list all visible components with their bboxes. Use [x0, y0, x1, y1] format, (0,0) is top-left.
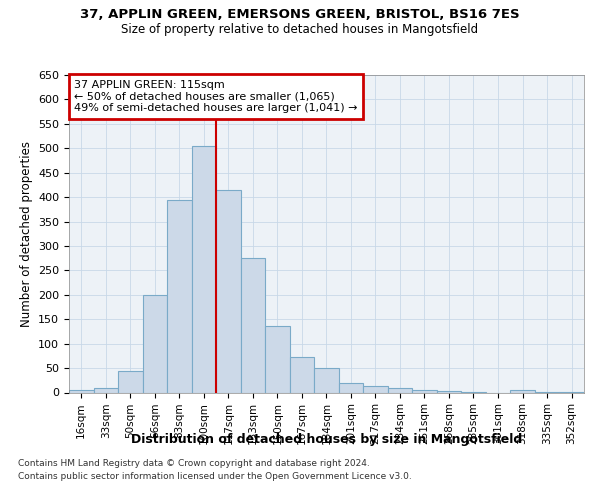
Text: Distribution of detached houses by size in Mangotsfield: Distribution of detached houses by size … — [131, 432, 522, 446]
Bar — [143, 295, 167, 392]
Bar — [338, 382, 363, 392]
Bar — [412, 390, 437, 392]
Text: Contains public sector information licensed under the Open Government Licence v3: Contains public sector information licen… — [18, 472, 412, 481]
Text: Contains HM Land Registry data © Crown copyright and database right 2024.: Contains HM Land Registry data © Crown c… — [18, 458, 370, 468]
Bar — [191, 146, 216, 392]
Text: 37, APPLIN GREEN, EMERSONS GREEN, BRISTOL, BS16 7ES: 37, APPLIN GREEN, EMERSONS GREEN, BRISTO… — [80, 8, 520, 20]
Text: 37 APPLIN GREEN: 115sqm
← 50% of detached houses are smaller (1,065)
49% of semi: 37 APPLIN GREEN: 115sqm ← 50% of detache… — [74, 80, 358, 113]
Bar — [388, 388, 412, 392]
Text: Size of property relative to detached houses in Mangotsfield: Size of property relative to detached ho… — [121, 22, 479, 36]
Bar — [118, 370, 143, 392]
Bar — [290, 357, 314, 392]
Y-axis label: Number of detached properties: Number of detached properties — [20, 141, 32, 327]
Bar — [363, 386, 388, 392]
Bar — [241, 258, 265, 392]
Bar — [437, 390, 461, 392]
Bar — [167, 200, 191, 392]
Bar — [69, 390, 94, 392]
Bar — [94, 388, 118, 392]
Bar — [314, 368, 338, 392]
Bar — [265, 326, 290, 392]
Bar — [216, 190, 241, 392]
Bar — [510, 390, 535, 392]
